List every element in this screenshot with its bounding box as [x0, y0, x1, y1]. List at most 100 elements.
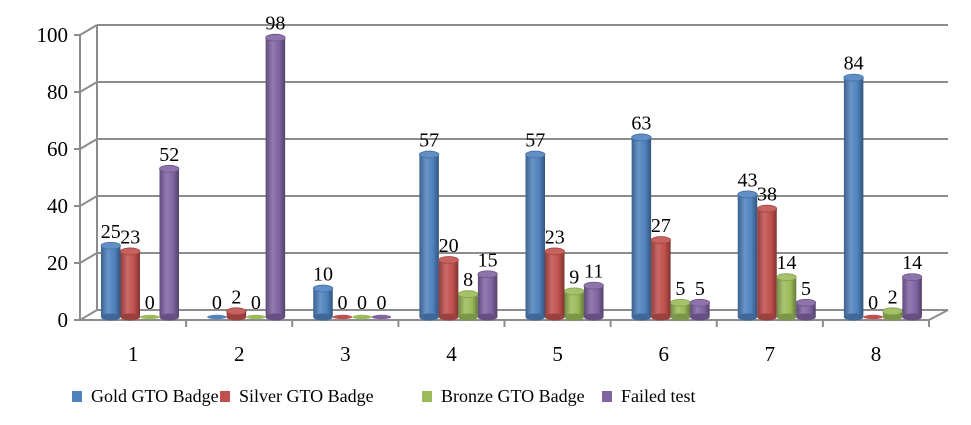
- bars: [100, 33, 923, 321]
- legend-item: Silver GTO Badge: [220, 386, 374, 407]
- data-label: 14: [777, 252, 797, 274]
- bar-top: [265, 33, 286, 42]
- bar-body: [458, 294, 478, 317]
- bar-top: [650, 236, 672, 244]
- bar-body: [564, 291, 584, 317]
- gridlines: [79, 24, 948, 321]
- bar-base: [159, 313, 179, 321]
- bar-body: [670, 302, 691, 317]
- bar-top: [776, 273, 797, 282]
- bar-body: [159, 168, 179, 317]
- bar-top: [312, 284, 334, 293]
- gridline-depth: [79, 81, 98, 93]
- bar-base: [477, 313, 498, 321]
- bar-base: [776, 313, 797, 321]
- bar-base: [226, 313, 247, 321]
- bar-top: [843, 73, 864, 82]
- bar-body: [265, 37, 286, 317]
- data-label: 0: [377, 292, 387, 314]
- bar-top: [631, 133, 652, 142]
- legend-item: Failed test: [602, 386, 696, 407]
- bar: [863, 314, 883, 320]
- bar-base: [757, 313, 777, 321]
- bar-base: [796, 313, 816, 321]
- bar-top: [544, 247, 565, 256]
- bar: [477, 270, 498, 321]
- bar: [207, 314, 227, 320]
- data-label: 11: [584, 261, 603, 283]
- bar: [100, 241, 121, 321]
- bar: [312, 284, 334, 321]
- bar-base: [458, 313, 478, 321]
- bar-top: [100, 241, 121, 250]
- bar-base: [419, 313, 439, 321]
- bar-base: [438, 313, 459, 321]
- bar-base: [902, 313, 922, 321]
- bar: [795, 298, 817, 321]
- bar-zero: [207, 314, 227, 320]
- bar-base: [525, 313, 545, 321]
- bar: [843, 73, 864, 321]
- bar-base: [120, 313, 140, 321]
- bar: [583, 281, 604, 321]
- x-tick-label: 5: [552, 342, 563, 366]
- bar: [650, 236, 672, 321]
- bar-top: [737, 190, 758, 199]
- bar: [159, 164, 180, 321]
- data-label: 0: [212, 292, 222, 314]
- x-tick-label: 6: [658, 342, 669, 366]
- legend-swatch: [72, 391, 82, 402]
- data-label: 23: [545, 226, 565, 248]
- data-label: 20: [439, 235, 459, 257]
- bar-top: [120, 247, 141, 256]
- data-label: 25: [101, 221, 121, 243]
- bar: [371, 314, 392, 320]
- y-tick-label: 0: [58, 308, 69, 332]
- bar-base: [690, 313, 710, 321]
- legend-swatch: [422, 391, 432, 402]
- data-label: 9: [569, 266, 579, 288]
- bar-body: [843, 77, 864, 317]
- bar: [418, 150, 440, 321]
- gridline-depth: [79, 24, 98, 36]
- bar: [737, 190, 758, 321]
- x-tick-label: 2: [234, 342, 245, 366]
- data-label: 0: [357, 292, 367, 314]
- data-label: 38: [757, 184, 777, 206]
- bar: [332, 314, 353, 320]
- legend-label: Failed test: [621, 386, 696, 406]
- bar-top: [689, 298, 711, 307]
- bar-top: [525, 150, 546, 159]
- bar-top: [438, 256, 459, 264]
- bar: [689, 298, 711, 321]
- x-axis-ticks: 1 2 3 4 5 6 7 8: [128, 320, 930, 366]
- legend-swatch: [602, 391, 612, 402]
- data-label: 57: [419, 130, 439, 152]
- data-label: 27: [651, 215, 671, 237]
- bar-body: [584, 285, 604, 317]
- bar-base: [631, 313, 652, 321]
- legend: Gold GTO Badge Silver GTO Badge Bronze GTO…: [72, 386, 932, 416]
- bar-top: [477, 270, 498, 279]
- legend-swatch: [220, 391, 230, 402]
- data-label: 98: [265, 13, 285, 35]
- bar: [457, 290, 479, 321]
- data-label: 23: [120, 226, 140, 248]
- bar-zero: [140, 314, 160, 320]
- y-tick-label: 60: [47, 137, 68, 161]
- x-tick-label: 3: [340, 342, 351, 366]
- bar-base: [737, 313, 758, 321]
- bar: [120, 247, 141, 321]
- bar-base: [584, 313, 604, 321]
- y-tick-label: 40: [47, 194, 68, 218]
- bar-body: [690, 302, 710, 317]
- bar: [438, 256, 459, 321]
- data-label: 2: [888, 286, 898, 308]
- data-label: 43: [738, 169, 758, 191]
- y-tick-label: 100: [37, 23, 69, 47]
- data-label: 0: [251, 292, 261, 314]
- y-axis-ticks: 0 20 40 60 80 100: [37, 23, 80, 332]
- bar-base: [882, 313, 903, 321]
- bar: [882, 307, 903, 321]
- bar-body: [631, 137, 652, 317]
